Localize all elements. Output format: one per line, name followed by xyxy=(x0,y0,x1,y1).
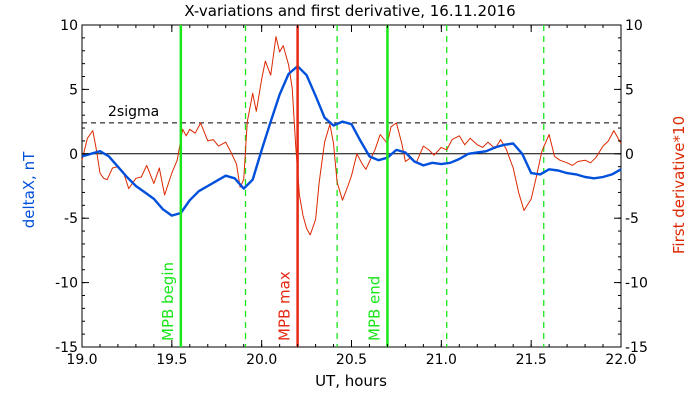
x-tick-label: 21.5 xyxy=(516,352,547,368)
marker-label-mpb-begin: MPB begin xyxy=(159,262,177,341)
y-tick-label-left: -10 xyxy=(55,276,78,292)
y-tick-label-left: 0 xyxy=(69,147,78,163)
chart-title: X-variations and first derivative, 16.11… xyxy=(184,2,515,20)
x-tick-label: 20.0 xyxy=(246,352,277,368)
y-tick-label-right: -15 xyxy=(625,340,648,356)
y-tick-label-left: 5 xyxy=(69,82,78,98)
sigma-label: 2sigma xyxy=(108,104,159,120)
x-tick-label: 19.5 xyxy=(156,352,187,368)
y-tick-label-right: -10 xyxy=(625,276,648,292)
y-axis-title-left: deltaX, nT xyxy=(20,151,38,228)
x-axis-title: UT, hours xyxy=(315,372,387,390)
y-tick-label-right: 5 xyxy=(625,82,634,98)
y-tick-label-right: -5 xyxy=(625,211,639,227)
x-tick-label: 21.0 xyxy=(426,352,457,368)
y-tick-label-left: -15 xyxy=(55,340,78,356)
x-tick-label: 20.5 xyxy=(336,352,367,368)
y-tick-label-left: 10 xyxy=(60,18,78,34)
y-tick-label-left: -5 xyxy=(64,211,78,227)
y-tick-label-right: 10 xyxy=(625,18,643,34)
y-tick-label-right: 0 xyxy=(625,147,634,163)
series-line-deltaX xyxy=(81,65,622,217)
y-axis-title-right: First derivative*10 xyxy=(670,116,688,254)
x-tick-label: 19.0 xyxy=(66,352,97,368)
x-tick-label: 22.0 xyxy=(605,352,636,368)
marker-label-mpb-end: MPB end xyxy=(365,276,383,341)
series-line-derivative xyxy=(81,36,622,236)
marker-label-mpb-max: MPB max xyxy=(276,271,294,341)
